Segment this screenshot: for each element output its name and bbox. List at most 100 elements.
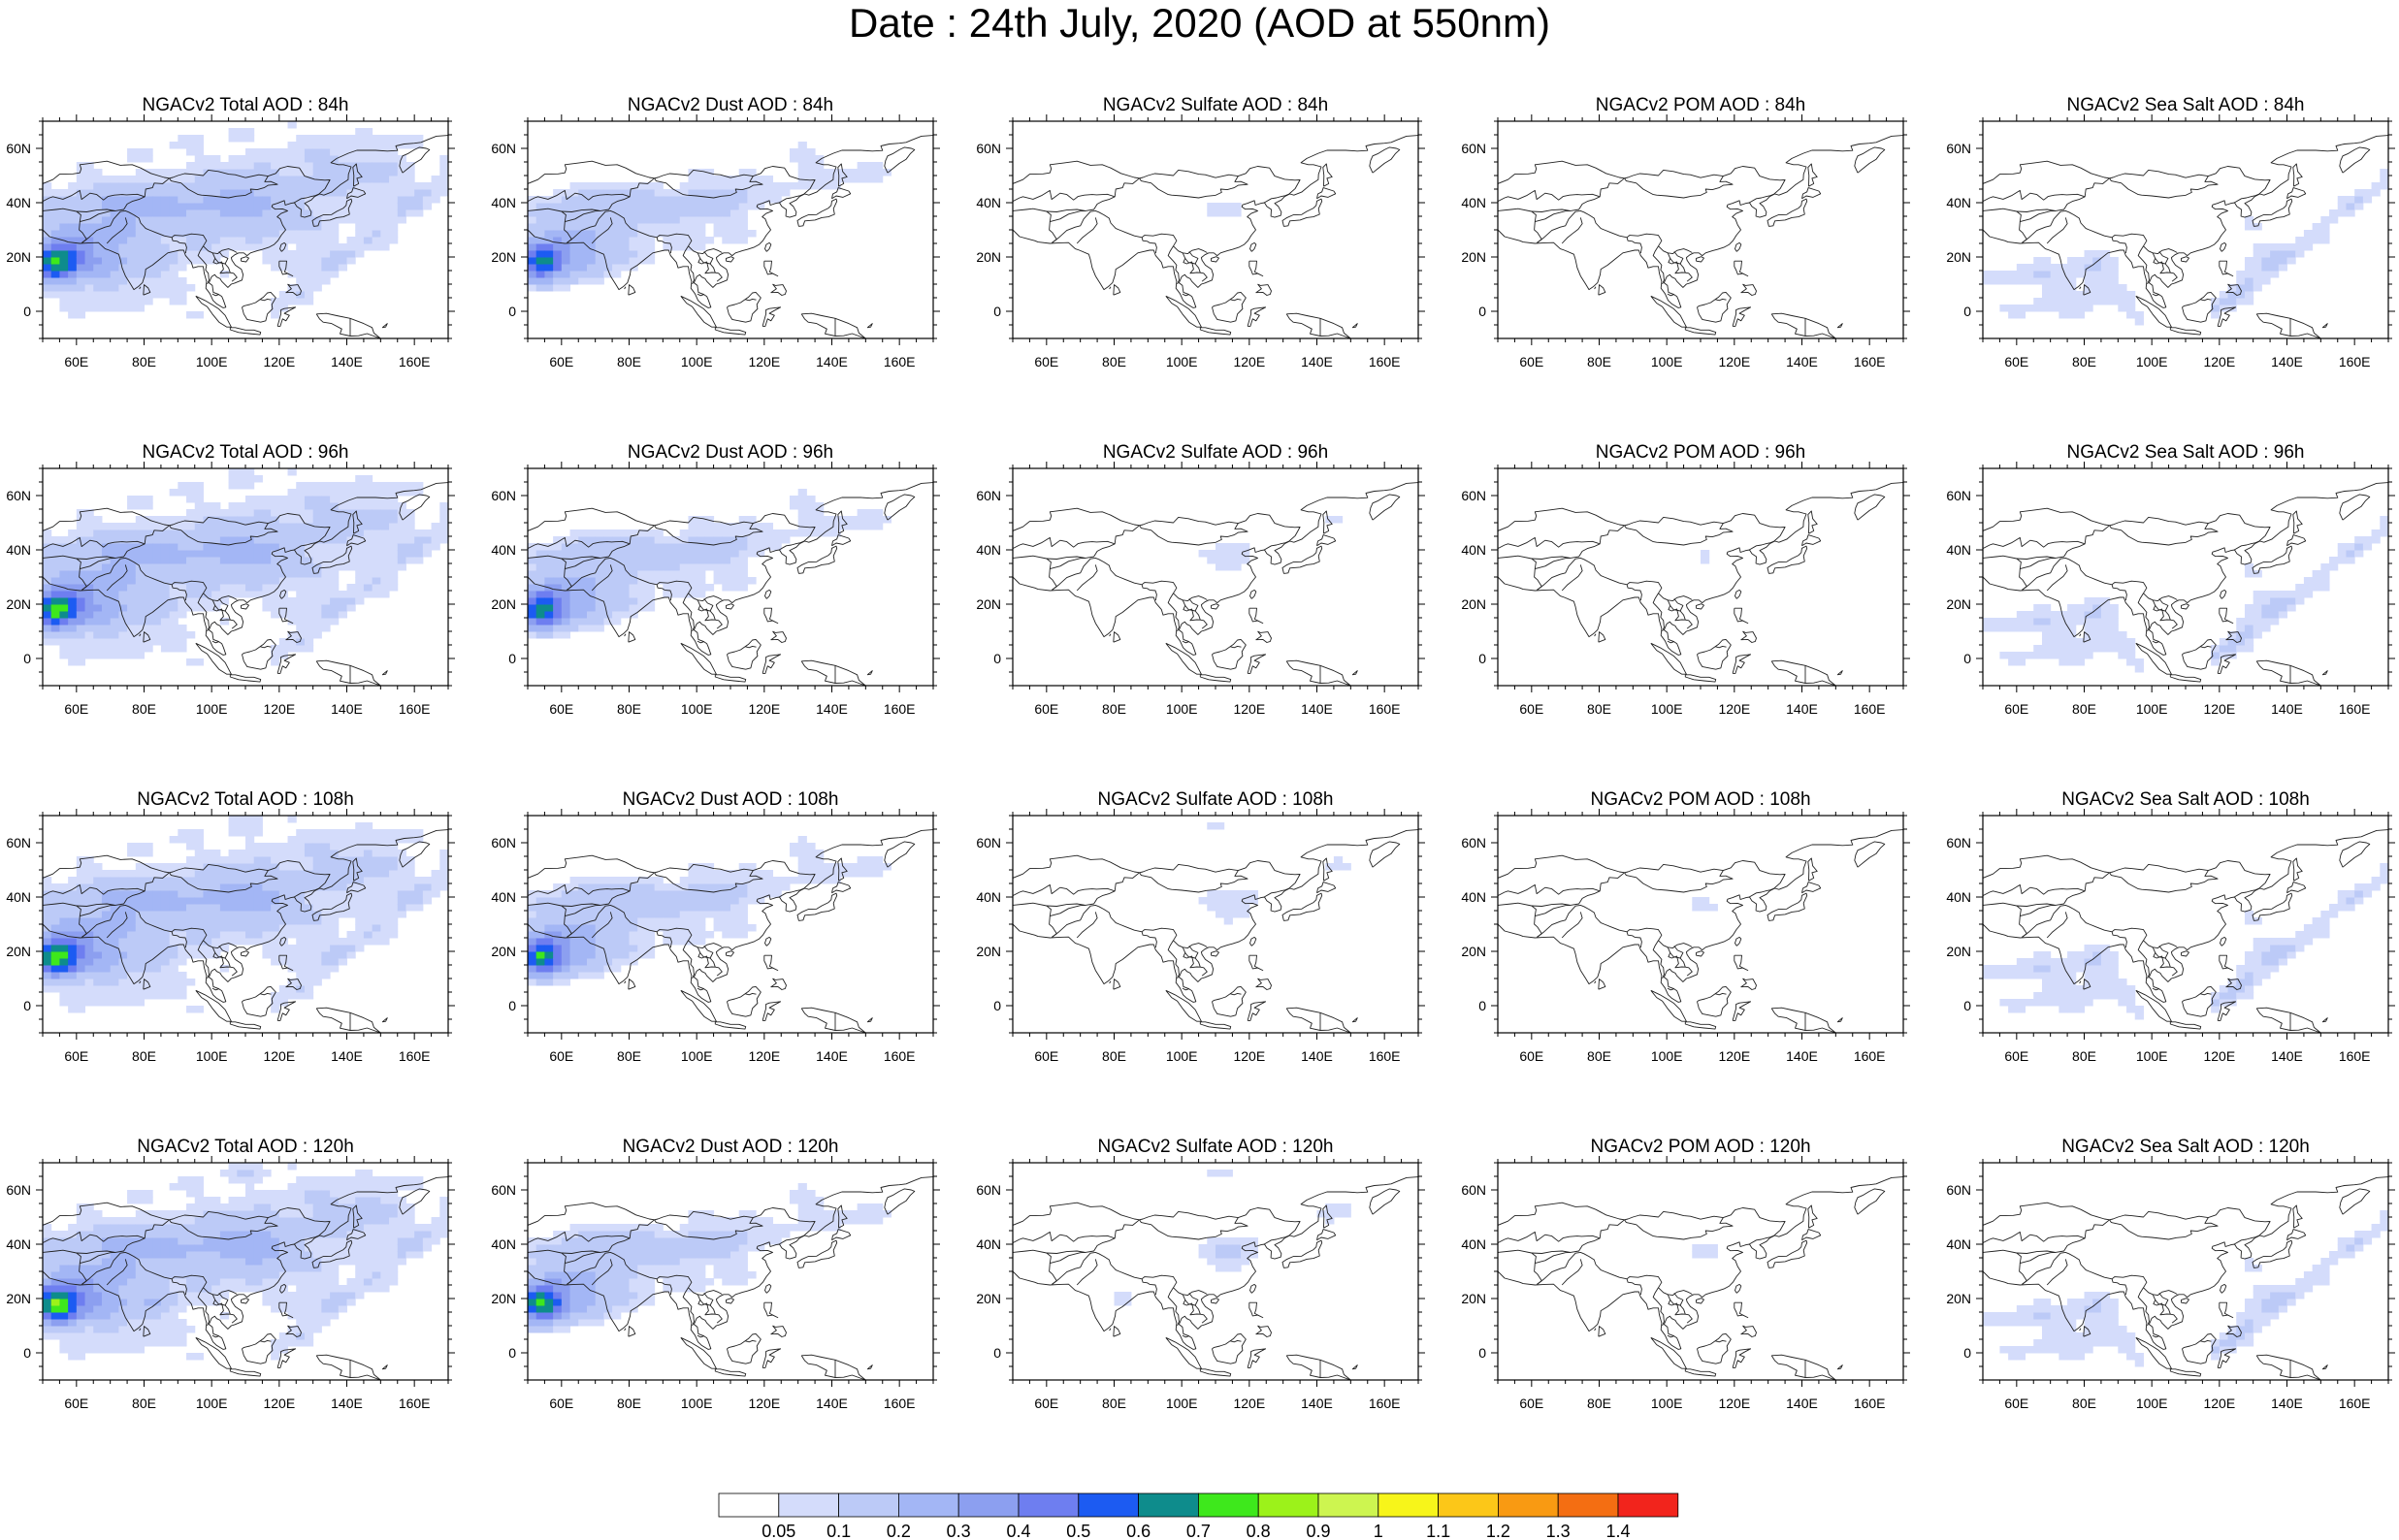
lat-tick-label: 20N	[976, 1291, 1001, 1306]
lon-tick-label: 140E	[816, 1048, 848, 1064]
lon-tick-label: 100E	[196, 1048, 228, 1064]
aod-field	[1498, 121, 1903, 338]
lon-tick-label: 140E	[1301, 701, 1333, 717]
panel-title: NGACv2 Sea Salt AOD : 108h	[2061, 789, 2310, 810]
aod-field	[528, 121, 933, 338]
lon-tick-label: 100E	[1166, 1396, 1198, 1411]
coastlines	[1013, 482, 1418, 686]
map-panel-total-84h: NGACv2 Total AOD : 84h 60E 80E 100E 120E 140E…	[6, 95, 455, 369]
lon-tick-label: 160E	[2339, 1048, 2371, 1064]
lat-tick-label: 0	[508, 998, 516, 1013]
colorbar-swatch	[1257, 1492, 1319, 1518]
lat-tick-label: 40N	[1461, 1236, 1486, 1252]
lat-tick-label: 20N	[976, 249, 1001, 265]
colorbar-swatch	[1197, 1492, 1259, 1518]
colorbar-label: 0.1	[827, 1522, 851, 1540]
lat-tick-label: 0	[23, 304, 31, 319]
coastlines	[1013, 135, 1418, 338]
lon-tick-label: 80E	[2072, 1396, 2096, 1411]
map-panel-pom-120h: NGACv2 POM AOD : 120h 60E 80E 100E 120E 140E 1…	[1461, 1137, 1910, 1411]
lat-tick-label: 40N	[6, 542, 31, 558]
aod-field	[43, 1163, 448, 1380]
lat-tick-label: 20N	[1461, 249, 1486, 265]
lon-tick-label: 140E	[331, 1396, 363, 1411]
coastlines	[1498, 1176, 1903, 1380]
lat-tick-label: 40N	[976, 1236, 1001, 1252]
lat-tick-label: 0	[508, 1345, 516, 1361]
lon-tick-label: 80E	[1587, 701, 1611, 717]
colorbar-label: 0.6	[1126, 1522, 1151, 1540]
lon-tick-label: 140E	[331, 1048, 363, 1064]
lon-tick-label: 80E	[1587, 354, 1611, 369]
colorbar-swatch	[778, 1492, 839, 1518]
colorbar-label: 0.2	[887, 1522, 911, 1540]
lon-tick-label: 100E	[1651, 354, 1683, 369]
map-panel-sulfate-108h: NGACv2 Sulfate AOD : 108h 60E 80E 100E 120E 1…	[976, 789, 1425, 1064]
lat-tick-label: 20N	[1946, 249, 1971, 265]
lon-tick-label: 160E	[884, 1048, 916, 1064]
panel-title: NGACv2 POM AOD : 84h	[1596, 95, 1805, 115]
lon-tick-label: 140E	[1301, 1396, 1333, 1411]
lat-tick-label: 20N	[491, 1291, 516, 1306]
panel-title: NGACv2 Sulfate AOD : 96h	[1103, 442, 1328, 463]
coastlines	[1013, 1176, 1418, 1380]
lat-tick-label: 40N	[491, 889, 516, 905]
lat-tick-label: 20N	[6, 944, 31, 959]
colorbar-swatch	[1317, 1492, 1379, 1518]
lon-tick-label: 100E	[2136, 354, 2168, 369]
lon-tick-label: 60E	[2004, 701, 2028, 717]
lat-tick-label: 60N	[6, 488, 31, 503]
panel-title: NGACv2 Dust AOD : 84h	[628, 95, 833, 115]
aod-colorbar: 0.05 0.1 0.2 0.3 0.4 0.5 0.6 0.7 0.8 0.9 1 1.1 1.2 1.…	[718, 1492, 1679, 1540]
lon-tick-label: 140E	[1786, 701, 1818, 717]
lon-tick-label: 140E	[2271, 1396, 2303, 1411]
panel-title: NGACv2 Total AOD : 84h	[143, 95, 349, 115]
lon-tick-label: 120E	[748, 701, 780, 717]
lon-tick-label: 140E	[2271, 701, 2303, 717]
lat-tick-label: 0	[508, 651, 516, 666]
lon-tick-label: 160E	[1369, 354, 1401, 369]
lat-tick-label: 0	[1478, 651, 1486, 666]
aod-field	[1498, 816, 1903, 1033]
lon-tick-label: 100E	[681, 1396, 713, 1411]
colorbar-swatch	[1018, 1492, 1080, 1518]
aod-field	[528, 1163, 933, 1380]
colorbar-label: 0.5	[1066, 1522, 1090, 1540]
map-panel-total-96h: NGACv2 Total AOD : 96h 60E 80E 100E 120E 140E…	[6, 442, 455, 717]
lon-tick-label: 60E	[1519, 1048, 1543, 1064]
map-panel-total-120h: NGACv2 Total AOD : 120h 60E 80E 100E 120E 140…	[6, 1137, 455, 1411]
lon-tick-label: 80E	[132, 1396, 156, 1411]
colorbar-label: 0.05	[762, 1522, 795, 1540]
panel-title: NGACv2 Dust AOD : 108h	[623, 789, 839, 810]
lon-tick-label: 160E	[1854, 1396, 1886, 1411]
aod-field	[1013, 816, 1418, 1033]
lon-tick-label: 100E	[681, 701, 713, 717]
lat-tick-label: 60N	[1461, 1182, 1486, 1198]
lon-tick-label: 100E	[1651, 1048, 1683, 1064]
lon-tick-label: 80E	[1102, 701, 1126, 717]
lat-tick-label: 20N	[6, 1291, 31, 1306]
lon-tick-label: 120E	[1718, 701, 1750, 717]
coastlines	[1498, 829, 1903, 1033]
lon-tick-label: 160E	[2339, 701, 2371, 717]
lat-tick-label: 60N	[976, 141, 1001, 156]
lon-tick-label: 120E	[1233, 1396, 1265, 1411]
lon-tick-label: 120E	[263, 701, 295, 717]
lat-tick-label: 60N	[976, 488, 1001, 503]
lat-tick-label: 40N	[976, 889, 1001, 905]
panel-title: NGACv2 Sea Salt AOD : 120h	[2061, 1137, 2310, 1157]
coastlines	[43, 1176, 448, 1380]
panel-title: NGACv2 POM AOD : 120h	[1590, 1137, 1810, 1157]
lon-tick-label: 120E	[1718, 1396, 1750, 1411]
lat-tick-label: 20N	[1461, 1291, 1486, 1306]
lon-tick-label: 100E	[1651, 701, 1683, 717]
lat-tick-label: 60N	[1461, 141, 1486, 156]
lon-tick-label: 80E	[2072, 354, 2096, 369]
lon-tick-label: 60E	[549, 1396, 573, 1411]
lat-tick-label: 0	[1478, 304, 1486, 319]
lon-tick-label: 140E	[816, 701, 848, 717]
lon-tick-label: 80E	[1587, 1048, 1611, 1064]
aod-field	[43, 468, 448, 686]
lon-tick-label: 140E	[1301, 1048, 1333, 1064]
